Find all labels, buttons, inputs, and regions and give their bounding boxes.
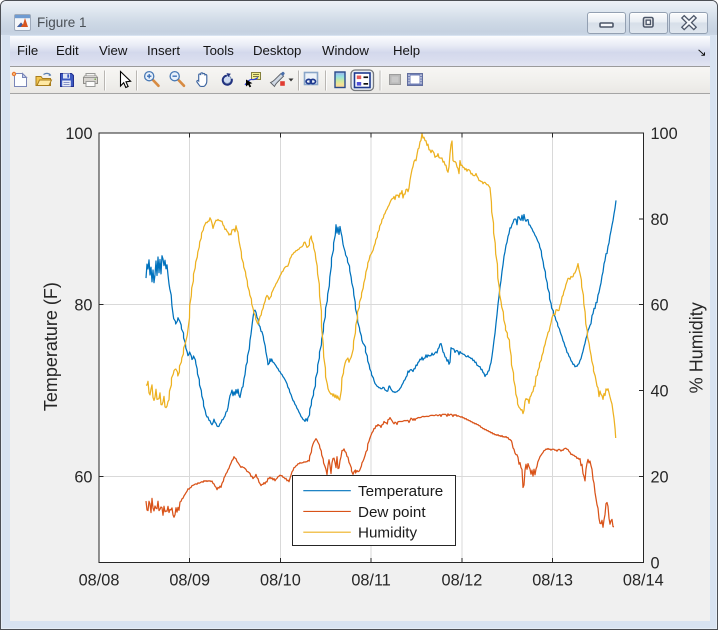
svg-text:20: 20 <box>651 468 669 486</box>
svg-text:0: 0 <box>651 554 660 572</box>
svg-text:60: 60 <box>74 468 92 486</box>
svg-text:08/11: 08/11 <box>351 572 391 590</box>
svg-text:Temperature (F): Temperature (F) <box>41 282 61 411</box>
svg-text:08/09: 08/09 <box>169 572 210 590</box>
svg-text:100: 100 <box>65 125 92 143</box>
svg-text:08/13: 08/13 <box>532 572 573 590</box>
svg-text:Dew point: Dew point <box>358 504 426 521</box>
svg-text:80: 80 <box>651 211 669 229</box>
svg-text:08/12: 08/12 <box>442 572 483 590</box>
svg-text:08/08: 08/08 <box>79 572 120 590</box>
svg-text:Temperature: Temperature <box>358 483 443 500</box>
svg-text:08/14: 08/14 <box>623 572 664 590</box>
svg-text:60: 60 <box>651 297 669 315</box>
svg-text:80: 80 <box>74 297 92 315</box>
svg-text:% Humidity: % Humidity <box>687 302 707 393</box>
svg-text:08/10: 08/10 <box>260 572 301 590</box>
svg-text:Humidity: Humidity <box>358 525 417 542</box>
svg-text:100: 100 <box>651 125 678 143</box>
svg-text:40: 40 <box>651 383 669 401</box>
